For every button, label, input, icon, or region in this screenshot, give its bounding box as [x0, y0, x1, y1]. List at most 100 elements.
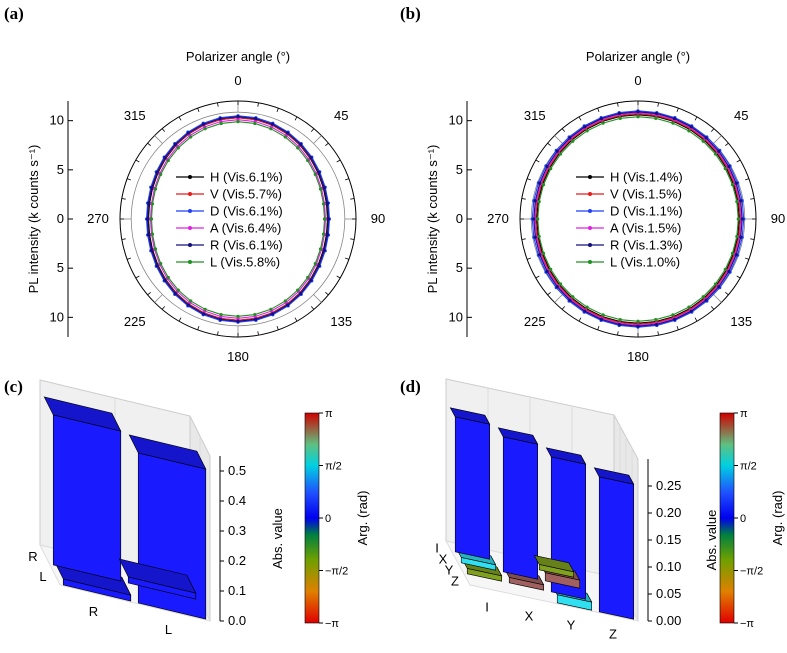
series-point [150, 202, 155, 206]
series-point [146, 233, 151, 237]
polar-tick [344, 178, 350, 181]
series-point [538, 181, 542, 185]
polar-tick [197, 325, 200, 331]
radial-tick-label: 5 [57, 162, 64, 177]
polar-tick [325, 291, 329, 296]
polar-tick [736, 275, 741, 279]
series-point [536, 217, 540, 221]
series-point [558, 282, 563, 286]
radial-tick-label: 5 [456, 260, 463, 275]
series-point [555, 149, 559, 153]
bar [593, 467, 635, 620]
polar-angle-tick-label: 135 [730, 314, 752, 329]
series-point [325, 233, 330, 237]
col-tick-label: I [485, 600, 489, 615]
polar-tick [336, 159, 341, 163]
polar-tick [597, 107, 600, 113]
polar-tick [521, 238, 526, 240]
polar-tick [310, 306, 315, 310]
series-point [173, 292, 177, 296]
series-point [155, 170, 159, 174]
polar-angle-tick-label: 0 [234, 73, 241, 88]
bar [449, 407, 491, 560]
series-point [325, 201, 330, 205]
series-point [321, 202, 326, 206]
series-point [599, 317, 604, 321]
bar-front [502, 436, 538, 580]
polar-tick [547, 142, 551, 147]
series-point [739, 199, 743, 203]
series-point [671, 313, 675, 317]
series-point [687, 129, 691, 133]
z-tick-label: 0.4 [228, 493, 246, 508]
polar-tick [257, 331, 259, 336]
bar [533, 554, 575, 578]
series-point [618, 116, 622, 120]
series-point [149, 217, 154, 221]
series-point [654, 111, 659, 116]
bar-top [128, 434, 207, 470]
legend-label: V (Vis.5.7%) [210, 187, 282, 202]
colorbar-tick-label: −π/2 [325, 566, 348, 578]
bar-top [118, 558, 197, 594]
polar-chart-a: Polarizer angle (°) 0 45 90 135 180 225 270 315 1… [26, 49, 385, 364]
series-point [150, 232, 155, 236]
panel-label-a: (a) [4, 4, 24, 23]
series-point [253, 312, 257, 317]
series-point [270, 122, 275, 126]
series-point [322, 217, 327, 221]
series-point [740, 217, 744, 221]
series-point [286, 303, 290, 307]
z-tick-label: 0.15 [656, 532, 681, 547]
polar-tick [750, 238, 755, 240]
legend-marker [188, 243, 192, 247]
polar-tick [736, 159, 741, 163]
series-point [735, 234, 739, 239]
polar-spoke [154, 294, 163, 303]
bar [461, 558, 503, 582]
series-point [739, 235, 743, 239]
radial-tick-label: 10 [449, 309, 463, 324]
series-point [203, 127, 207, 131]
radial-tick-label: 10 [50, 113, 64, 128]
series-point [533, 199, 537, 203]
legend-marker [588, 175, 592, 179]
polar-tick [276, 107, 279, 113]
polar-tick [310, 128, 315, 132]
polar-tick [217, 331, 219, 336]
series-point [159, 262, 163, 266]
polar-tick [694, 317, 698, 322]
polar-tick [344, 257, 350, 260]
z-tick-label: 0.20 [656, 505, 681, 520]
polar-angle-tick-label: 225 [124, 314, 146, 329]
series-point [153, 247, 158, 251]
polar-chart-b: Polarizer angle (°) 0 45 90 135 180 225 270 315 1… [425, 49, 785, 364]
series-point [218, 317, 222, 321]
series-point [736, 217, 740, 221]
row-tick-label: X [439, 552, 448, 567]
row-tick-label: I [435, 541, 439, 556]
legend-marker [588, 226, 592, 230]
z-tick-label: 0.5 [228, 463, 246, 478]
bar-top [43, 396, 122, 432]
z-tick-label: 0.1 [228, 583, 246, 598]
polar-tick [294, 317, 298, 322]
colorbar-tick-label: −π [325, 618, 339, 630]
polar-tick [561, 128, 566, 132]
series-line [537, 116, 739, 322]
bar-front [598, 476, 634, 620]
z-tick-label: 0.3 [228, 523, 246, 538]
polar-tick [578, 116, 582, 121]
series-point [734, 181, 738, 185]
series-point [306, 275, 310, 280]
polar-tick [336, 275, 341, 279]
colorbar-tick-label: π [740, 408, 748, 420]
polar-spoke [554, 294, 563, 303]
legend-marker [188, 260, 192, 264]
series-point [735, 199, 739, 204]
series-line [147, 117, 329, 321]
series-point [306, 158, 310, 163]
series-point [601, 121, 605, 125]
series-point [618, 318, 622, 322]
